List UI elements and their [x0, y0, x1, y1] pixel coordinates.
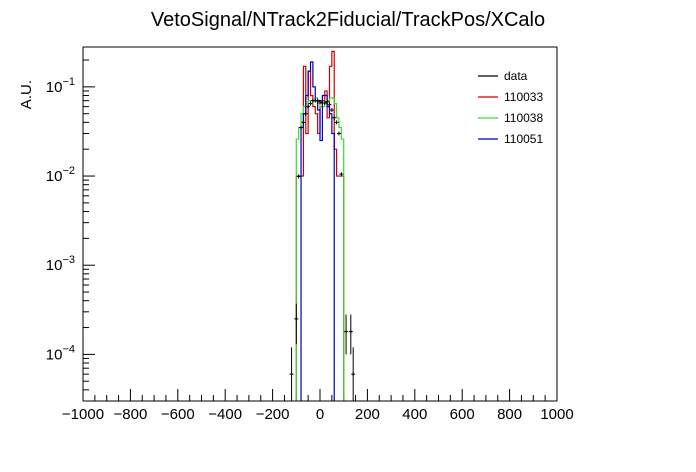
y-tick-label: 10−3	[46, 254, 75, 274]
legend-entry-data: data	[504, 69, 528, 83]
legend-entry-110038: 110038	[504, 111, 543, 125]
legend-entry-110051: 110051	[504, 132, 543, 146]
x-tick-label: −400	[208, 406, 242, 423]
x-tick-label: −600	[161, 406, 195, 423]
legend-entry-110033: 110033	[504, 90, 543, 104]
x-tick-label: 0	[316, 406, 324, 423]
y-tick-label: 10−4	[46, 343, 75, 363]
x-tick-label: 600	[450, 406, 475, 423]
y-tick-label: 10−2	[46, 165, 75, 185]
y-tick-label: 10−1	[46, 76, 75, 96]
y-axis-label: A.U.	[18, 80, 35, 109]
x-tick-label: 400	[402, 406, 427, 423]
x-tick-label: 200	[355, 406, 380, 423]
legend: data 110033 110038 110051	[478, 69, 543, 146]
x-tick-label: 800	[497, 406, 522, 423]
x-tick-label: −1000	[62, 406, 104, 423]
chart-title: VetoSignal/NTrack2Fiducial/TrackPos/XCal…	[151, 9, 545, 31]
plot-area: −1000 −800 −600 −400 −200 0 200 400 600 800 1000 10…	[46, 50, 574, 423]
histogram-110038	[295, 97, 345, 401]
x-tick-label: −800	[114, 406, 148, 423]
x-tick-label: −200	[256, 406, 290, 423]
x-tick-label: 1000	[540, 406, 573, 423]
plot-frame	[82, 46, 558, 402]
